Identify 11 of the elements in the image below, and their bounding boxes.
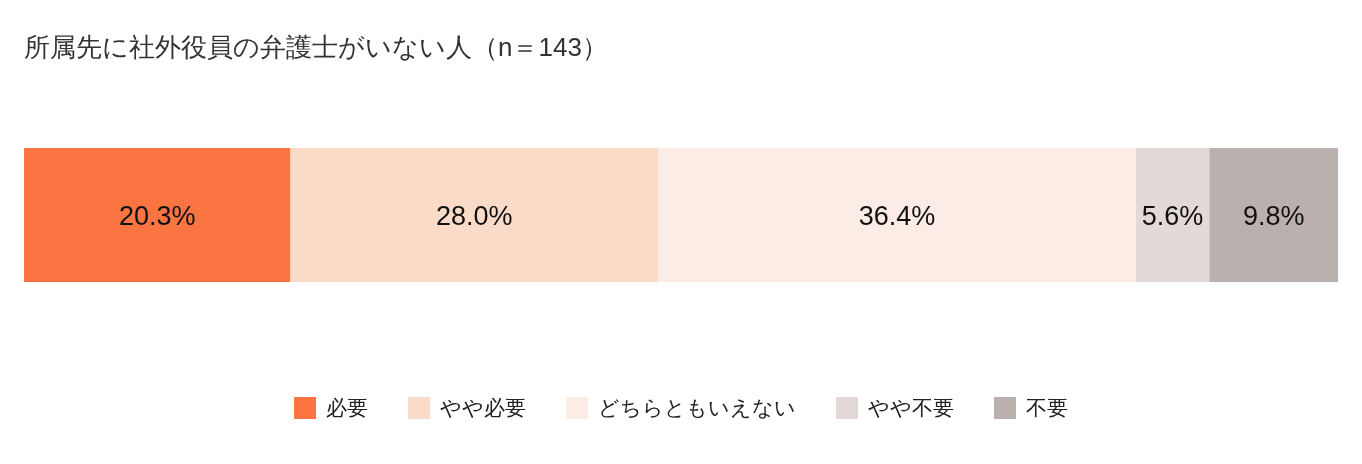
data-label: 9.8% — [1242, 201, 1305, 231]
legend-label: 必要 — [326, 396, 368, 419]
legend-label: 不要 — [1026, 396, 1068, 419]
data-label: 36.4% — [858, 201, 936, 231]
legend-label: やや必要 — [440, 396, 526, 419]
chart-title: 所属先に社外役員の弁護士がいない人（n＝143） — [24, 32, 608, 62]
data-label: 20.3% — [118, 201, 196, 231]
legend-label: どちらともいえない — [598, 396, 796, 419]
data-label: 28.0% — [435, 201, 513, 231]
data-label: 5.6% — [1141, 201, 1204, 231]
legend-label: やや不要 — [868, 396, 954, 419]
